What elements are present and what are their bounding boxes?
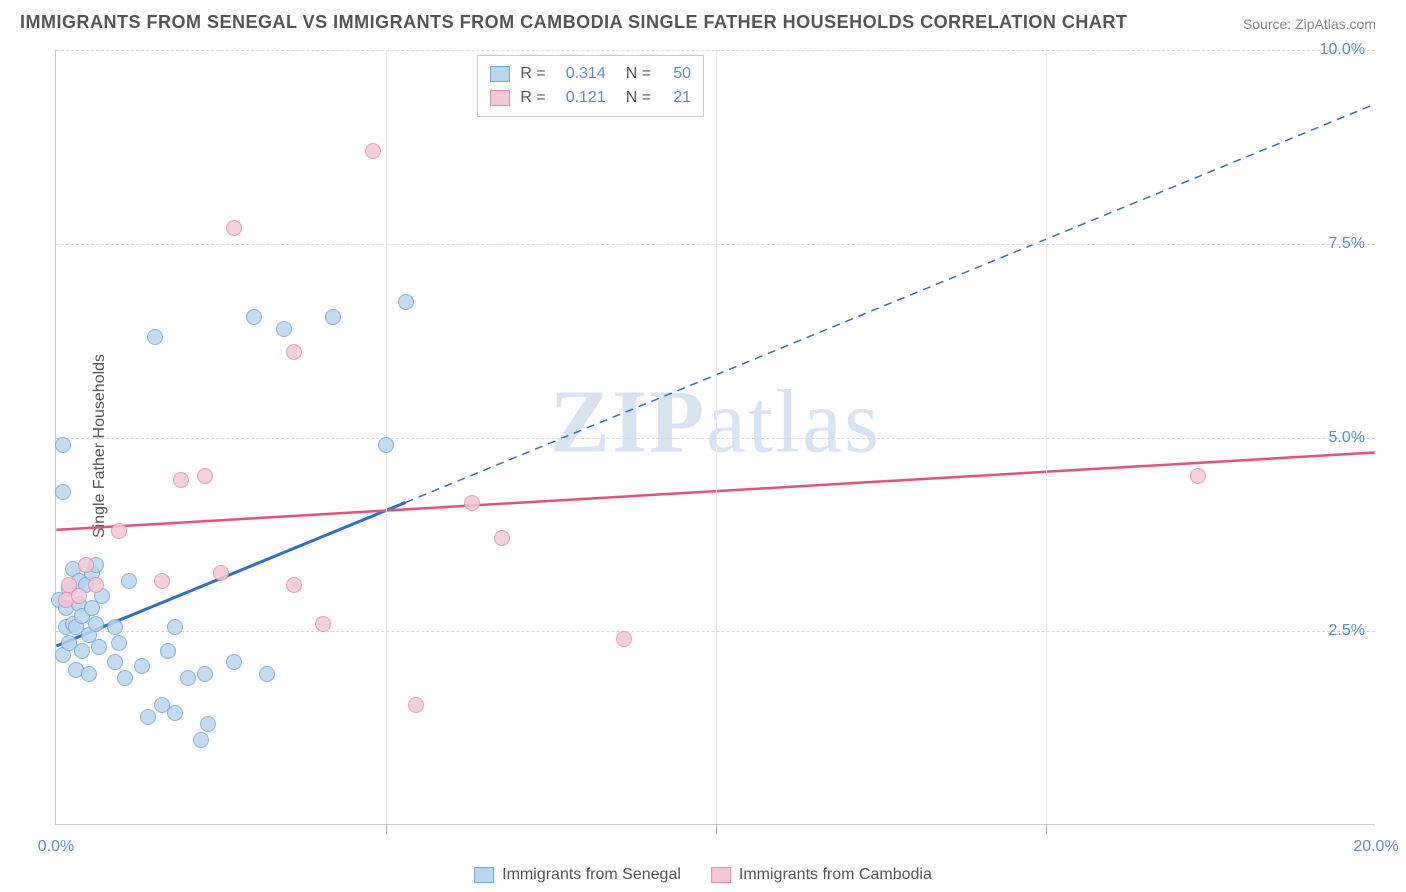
- scatter-point-cambodia: [286, 577, 302, 593]
- legend-r-value: 0.314: [556, 65, 606, 83]
- legend-n-value: 50: [661, 65, 691, 83]
- scatter-point-cambodia: [226, 220, 242, 236]
- legend-n-label: N =: [626, 65, 651, 83]
- legend-r-label: R =: [520, 65, 545, 83]
- scatter-point-cambodia: [315, 616, 331, 632]
- scatter-point-senegal: [180, 670, 196, 686]
- scatter-point-cambodia: [464, 495, 480, 511]
- y-tick-label: 5.0%: [1329, 429, 1365, 447]
- scatter-point-senegal: [167, 705, 183, 721]
- scatter-point-senegal: [276, 321, 292, 337]
- scatter-point-senegal: [111, 635, 127, 651]
- legend-row: R = 0.121 N = 21: [490, 86, 691, 110]
- scatter-point-senegal: [74, 643, 90, 659]
- bottom-legend-label: Immigrants from Senegal: [502, 866, 681, 884]
- scatter-point-cambodia: [78, 557, 94, 573]
- scatter-point-senegal: [378, 437, 394, 453]
- scatter-point-cambodia: [494, 530, 510, 546]
- bottom-legend: Immigrants from Senegal Immigrants from C…: [474, 866, 932, 884]
- bottom-legend-item: Immigrants from Cambodia: [711, 866, 932, 884]
- scatter-point-senegal: [55, 437, 71, 453]
- y-tick-label: 2.5%: [1329, 622, 1365, 640]
- legend-n-label: N =: [626, 89, 651, 107]
- scatter-point-cambodia: [213, 565, 229, 581]
- scatter-point-cambodia: [173, 472, 189, 488]
- scatter-point-cambodia: [365, 143, 381, 159]
- scatter-point-cambodia: [71, 588, 87, 604]
- scatter-point-senegal: [160, 643, 176, 659]
- scatter-point-cambodia: [616, 631, 632, 647]
- scatter-point-cambodia: [111, 523, 127, 539]
- x-tick-label: 20.0%: [1353, 838, 1398, 856]
- legend-r-value: 0.121: [556, 89, 606, 107]
- scatter-point-cambodia: [88, 577, 104, 593]
- scatter-point-cambodia: [408, 697, 424, 713]
- legend-row: R = 0.314 N = 50: [490, 62, 691, 86]
- regression-line-dashed-senegal: [406, 104, 1375, 502]
- scatter-point-senegal: [121, 573, 137, 589]
- legend-r-label: R =: [520, 89, 545, 107]
- scatter-point-senegal: [200, 716, 216, 732]
- bottom-legend-label: Immigrants from Cambodia: [739, 866, 932, 884]
- scatter-point-senegal: [117, 670, 133, 686]
- scatter-point-senegal: [246, 309, 262, 325]
- scatter-point-senegal: [193, 732, 209, 748]
- scatter-point-senegal: [398, 294, 414, 310]
- legend-swatch: [490, 90, 510, 106]
- scatter-point-senegal: [91, 639, 107, 655]
- legend-correlation-box: R = 0.314 N = 50 R = 0.121 N = 21: [477, 55, 704, 117]
- bottom-legend-item: Immigrants from Senegal: [474, 866, 681, 884]
- chart-plot-area: ZIPatlas 2.5%5.0%7.5%10.0%0.0%20.0%: [55, 50, 1375, 825]
- scatter-point-cambodia: [286, 344, 302, 360]
- x-tick: [716, 824, 717, 834]
- scatter-point-senegal: [259, 666, 275, 682]
- scatter-point-senegal: [107, 619, 123, 635]
- x-tick-label: 0.0%: [38, 838, 74, 856]
- x-tick: [1046, 824, 1047, 834]
- chart-title: IMMIGRANTS FROM SENEGAL VS IMMIGRANTS FR…: [20, 12, 1127, 33]
- legend-n-value: 21: [661, 89, 691, 107]
- scatter-point-cambodia: [197, 468, 213, 484]
- gridline-v: [716, 50, 717, 824]
- scatter-point-senegal: [147, 329, 163, 345]
- scatter-point-cambodia: [154, 573, 170, 589]
- legend-swatch: [711, 867, 731, 883]
- scatter-point-senegal: [134, 658, 150, 674]
- x-tick: [386, 824, 387, 834]
- scatter-point-senegal: [55, 484, 71, 500]
- y-tick-label: 10.0%: [1320, 41, 1365, 59]
- legend-swatch: [490, 66, 510, 82]
- source-attribution: Source: ZipAtlas.com: [1243, 16, 1376, 32]
- scatter-point-cambodia: [1190, 468, 1206, 484]
- scatter-point-senegal: [226, 654, 242, 670]
- scatter-point-senegal: [167, 619, 183, 635]
- scatter-point-senegal: [197, 666, 213, 682]
- scatter-point-senegal: [88, 616, 104, 632]
- scatter-point-senegal: [81, 666, 97, 682]
- legend-swatch: [474, 867, 494, 883]
- scatter-point-senegal: [140, 709, 156, 725]
- y-tick-label: 7.5%: [1329, 235, 1365, 253]
- scatter-point-senegal: [107, 654, 123, 670]
- scatter-point-senegal: [325, 309, 341, 325]
- gridline-v: [1046, 50, 1047, 824]
